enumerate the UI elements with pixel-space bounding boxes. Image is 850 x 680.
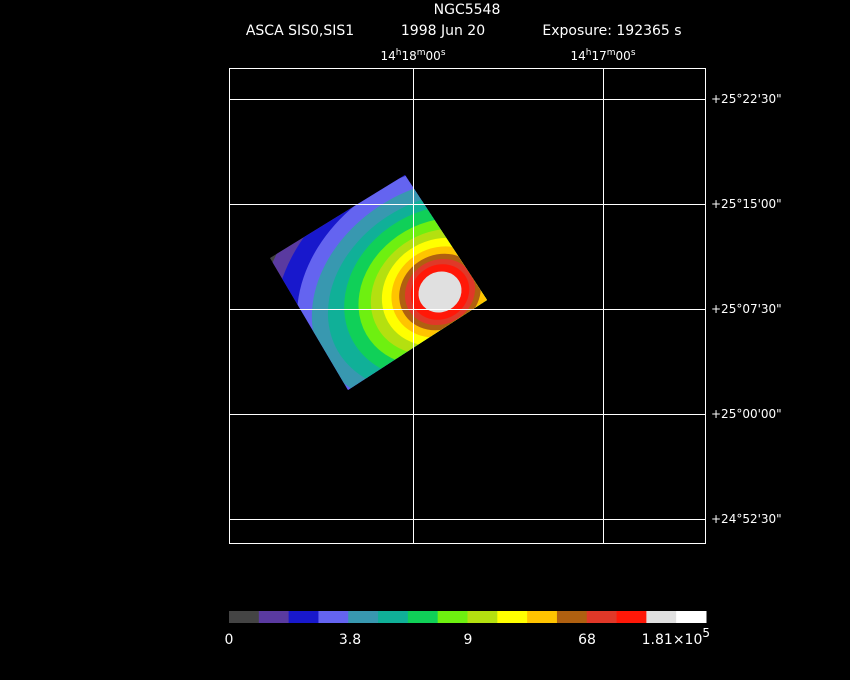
- ra-label-part: m: [607, 48, 616, 58]
- colorbar-label: 68: [578, 632, 596, 648]
- dec-label: +25°00'00": [711, 407, 782, 421]
- colorbar-label: 1.81×105: [642, 626, 710, 648]
- image-frame: [229, 68, 706, 544]
- colorbar-segment: [318, 611, 349, 623]
- ra-label: 14h18m00s: [380, 48, 445, 63]
- ra-label-part: 00: [616, 49, 631, 63]
- colorbar-segment: [229, 611, 260, 623]
- colorbar: 0 3.8 9 68 1.81×105: [225, 611, 710, 648]
- colorbar-segment: [378, 611, 409, 623]
- ra-label: 14h17m00s: [570, 48, 635, 63]
- dec-label: +24°52'30": [711, 512, 782, 526]
- dec-label: +25°22'30": [711, 92, 782, 106]
- colorbar-segment: [646, 611, 677, 623]
- colorbar-segment: [497, 611, 528, 623]
- colorbar-segment: [586, 611, 618, 623]
- colorbar-segment: [616, 611, 647, 623]
- colorbar-segment: [467, 611, 498, 623]
- ra-label-part: 17: [591, 49, 606, 63]
- colorbar-segment: [258, 611, 290, 623]
- instrument: ASCA SIS0,SIS1: [246, 23, 354, 39]
- colorbar-label-mantissa: 1.81×10: [642, 632, 703, 648]
- dec-label: +25°15'00": [711, 197, 782, 211]
- date: 1998 Jun 20: [401, 23, 485, 39]
- ra-label-part: m: [417, 48, 426, 58]
- colorbar-segment: [288, 611, 319, 623]
- ra-label-part: 00: [426, 49, 441, 63]
- ra-label-part: 14: [380, 49, 395, 63]
- exposure: Exposure: 192365 s: [542, 23, 681, 39]
- colorbar-segment: [556, 611, 588, 623]
- ra-label-part: s: [441, 48, 446, 58]
- axis-labels: 14h18m00s 14h17m00s+25°22'30"+25°15'00"+2…: [380, 48, 781, 526]
- image-band: [418, 271, 462, 313]
- colorbar-segment: [437, 611, 468, 623]
- ra-label-part: s: [631, 48, 636, 58]
- ra-label-part: h: [586, 48, 592, 58]
- ra-label-part: 14: [570, 49, 585, 63]
- colorbar-label-exponent: 5: [702, 626, 710, 640]
- colorbar-segment: [676, 611, 707, 623]
- title: NGC5548: [434, 2, 501, 18]
- ra-label-part: h: [396, 48, 402, 58]
- coordinate-grid: [229, 68, 706, 544]
- ra-label-part: 18: [401, 49, 416, 63]
- colorbar-segment: [348, 611, 379, 623]
- colorbar-label: 0: [225, 632, 234, 648]
- colorbar-segment: [407, 611, 439, 623]
- colorbar-label: 9: [464, 632, 473, 648]
- colorbar-label: 3.8: [339, 632, 361, 648]
- dec-label: +25°07'30": [711, 302, 782, 316]
- colorbar-segment: [527, 611, 558, 623]
